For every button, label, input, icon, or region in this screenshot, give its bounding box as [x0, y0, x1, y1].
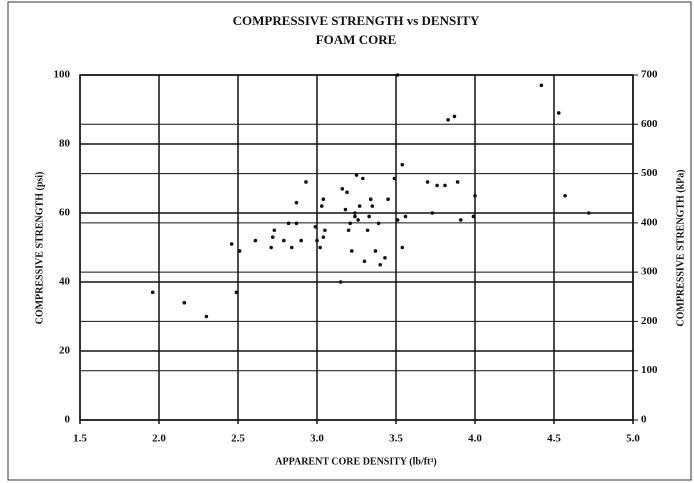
point [400, 245, 405, 250]
plot-area [79, 74, 634, 421]
point [237, 249, 242, 253]
chart-title: COMPRESSIVE STRENGTH vs DENSITY [233, 13, 480, 28]
point [373, 249, 378, 253]
point [446, 118, 450, 122]
point [356, 218, 360, 222]
y-tick-label: 40 [59, 276, 71, 288]
y2-tick-label: 300 [641, 266, 658, 278]
point [294, 221, 299, 226]
y2-tick-label: 0 [641, 414, 647, 426]
point [357, 204, 362, 208]
point [368, 197, 373, 201]
point [353, 211, 357, 215]
y2-tick-label: 500 [641, 167, 658, 179]
point [395, 73, 400, 77]
chart-subtitle: FOAM CORE [316, 32, 397, 47]
point [340, 187, 345, 191]
y2-tick-label: 100 [641, 364, 658, 376]
y-tick-label: 0 [65, 414, 71, 426]
point [299, 238, 304, 243]
point [400, 162, 405, 167]
point [362, 259, 367, 264]
point [471, 214, 476, 219]
point [182, 300, 187, 305]
point [354, 173, 359, 177]
x-tick-label: 3.5 [389, 433, 403, 445]
point [376, 221, 381, 226]
point [367, 214, 371, 219]
point [458, 218, 463, 222]
x-tick-label: 3.0 [310, 433, 324, 445]
point [370, 204, 375, 208]
point [313, 225, 318, 229]
x-tick-label: 2.5 [231, 433, 245, 445]
point [286, 221, 291, 226]
point [346, 228, 351, 233]
point [269, 245, 273, 250]
point [563, 193, 567, 198]
point [392, 176, 397, 181]
y-tick-label: 60 [59, 207, 71, 219]
point [430, 211, 435, 215]
y2-tick-label: 700 [641, 69, 658, 81]
point [253, 238, 258, 243]
point [345, 190, 349, 195]
point [318, 245, 322, 250]
x-tick-label: 4.0 [468, 433, 482, 445]
point [386, 197, 390, 201]
point [338, 280, 343, 284]
point [425, 180, 430, 184]
point [443, 183, 447, 188]
point [234, 290, 239, 295]
point [319, 204, 324, 208]
point [361, 176, 365, 181]
x-axis-label: APPARENT CORE DENSITY (lb/ft³) [275, 456, 436, 467]
point [365, 228, 370, 233]
point [473, 193, 477, 198]
point [435, 183, 439, 188]
y-axis-label: COMPRESSIVE STRENGTH (psi) [34, 172, 45, 325]
point [304, 180, 308, 184]
y2-axis-label: COMPRESSIVE STRENGTH (kPa) [675, 169, 686, 326]
point [289, 245, 294, 250]
x-tick-label: 2.0 [152, 433, 166, 445]
point [353, 214, 357, 219]
point [323, 228, 327, 233]
y2-tick-label: 200 [641, 315, 658, 327]
y-tick-label: 100 [54, 69, 71, 81]
point [150, 290, 155, 295]
point [321, 235, 326, 239]
frame [7, 1, 692, 481]
point [452, 114, 457, 119]
point [348, 221, 352, 226]
y2-tick-label: 600 [641, 118, 658, 130]
y-tick-label: 20 [59, 345, 71, 357]
point [315, 238, 319, 243]
x-tick-label: 5.0 [626, 433, 640, 445]
y2-tick-label: 400 [641, 216, 658, 228]
point [586, 211, 591, 215]
point [455, 180, 460, 184]
point [383, 256, 387, 260]
x-tick-label: 4.5 [547, 433, 561, 445]
point [343, 207, 348, 212]
y-tick-label: 80 [59, 138, 71, 150]
point [403, 214, 408, 219]
point [395, 218, 400, 222]
point [229, 242, 234, 246]
point [294, 200, 299, 205]
point [282, 238, 286, 243]
x-tick-label: 1.5 [73, 433, 87, 445]
point [556, 111, 561, 115]
point [349, 249, 354, 253]
point [272, 228, 277, 233]
point [321, 197, 326, 201]
point [539, 83, 544, 88]
point [204, 314, 209, 319]
point [378, 262, 383, 267]
point [270, 235, 275, 239]
